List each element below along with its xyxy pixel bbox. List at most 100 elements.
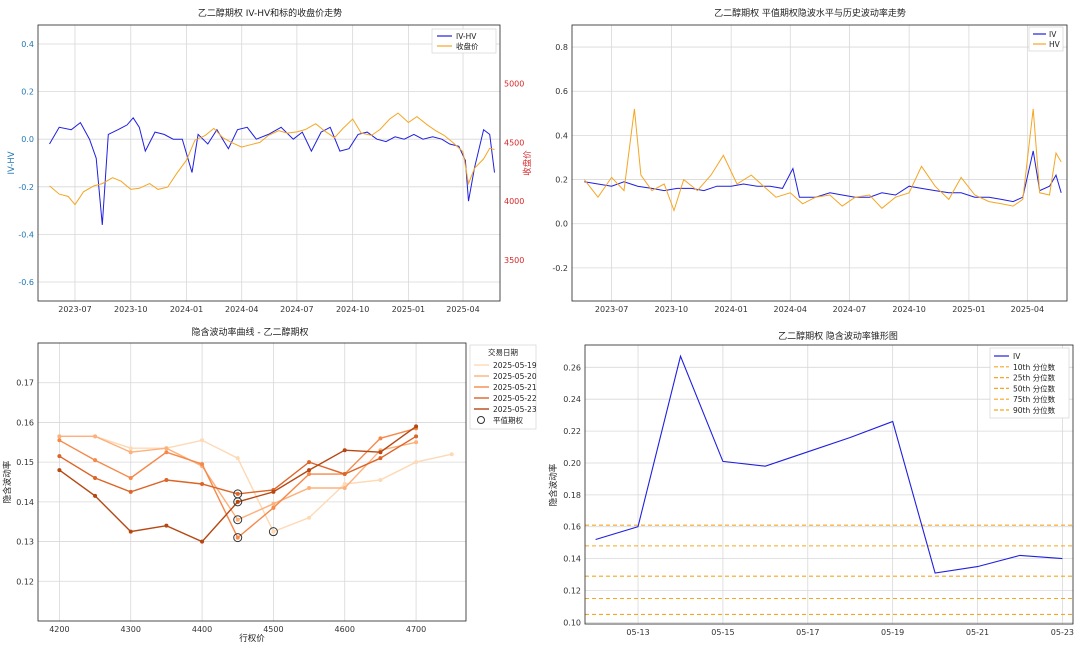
series-line-close — [49, 112, 495, 206]
x-axis-label: 行权价 — [239, 633, 265, 644]
atm-marker — [233, 497, 243, 507]
y-tick-label: 0.6 — [555, 87, 568, 96]
smile-point — [449, 452, 454, 457]
y-tick-label-right: 5000 — [504, 80, 524, 89]
vol-cone-chart: 乙二醇期权 隐含波动率锥形图 05-13 05-15 05-17 05-19 05-21… — [548, 330, 1074, 637]
x-tick-label: 2024-04 — [225, 305, 258, 314]
iv-hv-close-chart: 乙二醇期权 IV-HV和标的收盘价走势 2023-07 2023-10 2024-0… — [7, 7, 533, 314]
legend-label: 50th 分位数 — [1013, 383, 1056, 393]
y-tick-label: 0.18 — [563, 491, 581, 500]
y-tick-label: 0.4 — [555, 131, 568, 140]
smile-point — [200, 539, 205, 544]
smile-point — [378, 436, 383, 441]
smile-point — [93, 493, 98, 498]
x-tick-label: 05-23 — [1051, 628, 1074, 637]
atm-marker — [233, 533, 243, 543]
x-tick-label: 4600 — [335, 625, 355, 634]
smile-point — [128, 489, 133, 494]
y-tick-label-left: -0.6 — [18, 278, 34, 287]
smile-point — [271, 501, 276, 506]
smile-point — [414, 424, 419, 429]
smile-point — [57, 454, 62, 459]
vol-smile-chart: 隐含波动率曲线 - 乙二醇期权 4200 4300 4400 4500 4600 4700… — [2, 326, 537, 644]
smile-point — [235, 499, 240, 504]
legend-label: 收盘价 — [456, 41, 479, 51]
y-tick-label-right: 4000 — [504, 197, 524, 206]
y-tick-label-left: -0.2 — [18, 183, 34, 192]
legend-box — [1028, 26, 1064, 52]
y-tick-label: 0.12 — [16, 577, 34, 586]
x-tick-label: 2024-01 — [714, 305, 747, 314]
x-tick-label: 2023-10 — [655, 305, 688, 314]
y-axis-label-left: IV-HV — [7, 151, 17, 174]
x-tick-label: 2024-10 — [892, 305, 925, 314]
smile-point — [128, 450, 133, 455]
series-line-hv — [583, 108, 1062, 213]
y-axis-label-right: 收盘价 — [522, 150, 533, 176]
smile-point — [342, 448, 347, 453]
smile-point — [93, 458, 98, 463]
smile-point — [378, 450, 383, 455]
smile-point — [235, 491, 240, 496]
y-tick-label: 0.24 — [563, 395, 581, 404]
y-tick-label: 0.10 — [563, 618, 581, 627]
x-tick-label: 4200 — [49, 625, 69, 634]
chart-title: 乙二醇期权 隐含波动率锥形图 — [778, 330, 898, 342]
y-tick-label: 0.2 — [555, 176, 568, 185]
x-tick-label: 05-15 — [711, 628, 734, 637]
x-tick-label: 05-21 — [966, 628, 989, 637]
smile-point — [271, 505, 276, 510]
x-tick-label: 2024-07 — [833, 305, 866, 314]
legend-box — [431, 28, 497, 54]
series-line-iv-hv — [49, 116, 495, 225]
legend-label: 2025-05-19 — [493, 361, 537, 370]
legend-title: 交易日期 — [488, 347, 518, 357]
y-tick-label-left: 0.2 — [21, 88, 34, 97]
smile-point — [235, 517, 240, 522]
x-tick-label: 2024-10 — [336, 305, 369, 314]
legend-label: 2025-05-22 — [493, 394, 537, 403]
legend-label: 10th 分位数 — [1013, 362, 1056, 372]
smile-point — [57, 468, 62, 473]
y-tick-label-right: 4500 — [504, 138, 524, 147]
smile-point — [378, 456, 383, 461]
chart-title: 乙二醇期权 平值期权隐波水平与历史波动率走势 — [714, 7, 906, 19]
smile-point — [235, 456, 240, 461]
legend-label: IV — [1049, 30, 1057, 39]
chart-title: 乙二醇期权 IV-HV和标的收盘价走势 — [198, 7, 342, 19]
smile-point — [342, 472, 347, 477]
x-tick-label: 05-13 — [626, 628, 649, 637]
y-axis-label: 隐含波动率 — [2, 460, 13, 503]
x-tick-label: 4500 — [263, 625, 283, 634]
smile-point — [128, 529, 133, 534]
legend-label: 90th 分位数 — [1013, 405, 1056, 415]
smile-point — [307, 460, 312, 465]
y-tick-label: -0.2 — [552, 264, 568, 273]
legend-label: 2025-05-20 — [493, 372, 537, 381]
smile-point — [271, 489, 276, 494]
smile-point — [200, 481, 205, 486]
x-tick-label: 2025-01 — [392, 305, 425, 314]
x-tick-label: 2024-01 — [170, 305, 203, 314]
y-tick-label: 0.16 — [16, 418, 34, 427]
legend-label: 2025-05-21 — [493, 383, 537, 392]
legend-label: 2025-05-23 — [493, 405, 537, 414]
atm-marker — [268, 527, 278, 537]
atm-marker — [233, 515, 243, 525]
y-tick-label: 0.15 — [16, 458, 34, 467]
smile-point — [414, 434, 419, 439]
x-tick-label: 05-17 — [796, 628, 819, 637]
smile-point — [342, 481, 347, 486]
smile-point — [57, 434, 62, 439]
chart-title: 隐含波动率曲线 - 乙二醇期权 — [192, 326, 309, 338]
legend-label: 75th 分位数 — [1013, 394, 1056, 404]
legend-label: 25th 分位数 — [1013, 373, 1056, 383]
y-tick-label: 0.13 — [16, 538, 34, 547]
smile-point — [128, 476, 133, 481]
y-tick-label: 0.12 — [563, 587, 581, 596]
y-tick-label: 0.14 — [16, 498, 34, 507]
smile-point — [164, 478, 169, 483]
smile-point — [93, 476, 98, 481]
legend-label: IV-HV — [456, 32, 477, 41]
y-tick-label: 0.20 — [563, 459, 581, 468]
